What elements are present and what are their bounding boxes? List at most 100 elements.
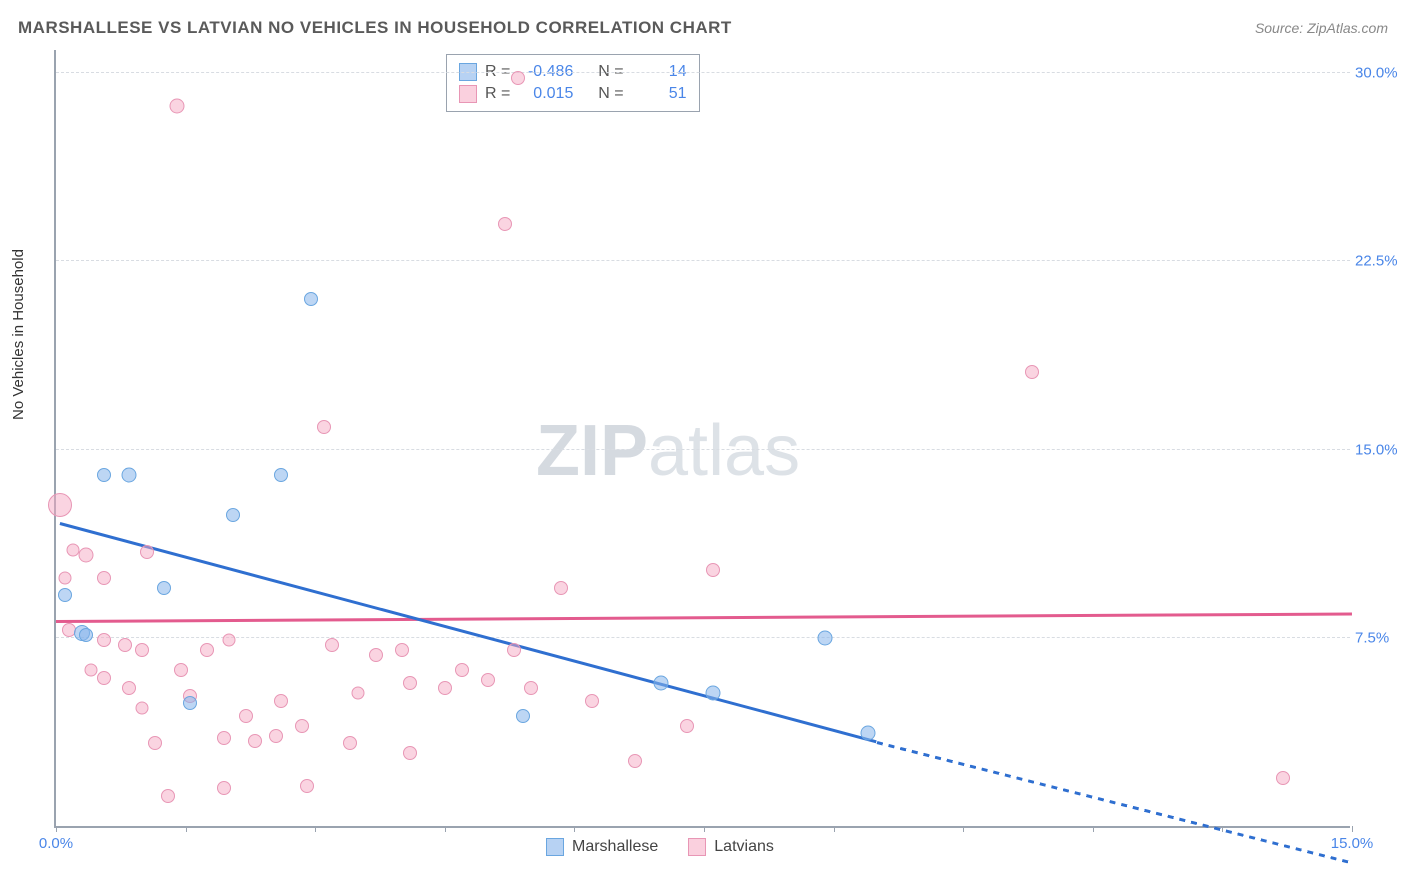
scatter-point-latvians xyxy=(222,634,235,647)
legend-label-marshallese: Marshallese xyxy=(572,838,658,856)
trendline-latvians xyxy=(56,613,1352,623)
scatter-point-latvians xyxy=(369,648,383,662)
gridline-h xyxy=(56,260,1350,261)
scatter-point-latvians xyxy=(48,493,72,517)
scatter-point-latvians xyxy=(135,643,149,657)
ytick-label: 15.0% xyxy=(1355,441,1406,458)
scatter-point-latvians xyxy=(1276,771,1290,785)
scatter-point-latvians xyxy=(58,571,71,584)
xtick-mark xyxy=(574,826,575,832)
r-label-2: R = xyxy=(485,85,510,103)
scatter-point-latvians xyxy=(122,681,136,695)
y-axis-label: No Vehicles in Household xyxy=(10,249,27,420)
xtick-label: 15.0% xyxy=(1331,835,1374,852)
scatter-point-latvians xyxy=(84,664,97,677)
scatter-point-latvians xyxy=(554,581,568,595)
xtick-mark xyxy=(445,826,446,832)
legend-item-marshallese: Marshallese xyxy=(546,838,658,856)
legend-row-latvians: R = 0.015 N = 51 xyxy=(459,83,687,105)
scatter-point-latvians xyxy=(217,731,231,745)
scatter-point-marshallese xyxy=(274,468,288,482)
scatter-point-latvians xyxy=(481,673,495,687)
scatter-point-marshallese xyxy=(653,675,668,690)
gridline-h xyxy=(56,449,1350,450)
xtick-mark xyxy=(56,826,57,832)
scatter-point-marshallese xyxy=(79,628,93,642)
watermark: ZIPatlas xyxy=(536,410,800,492)
scatter-point-marshallese xyxy=(226,508,240,522)
scatter-point-latvians xyxy=(97,633,111,647)
xtick-mark xyxy=(1093,826,1094,832)
scatter-point-latvians xyxy=(300,779,314,793)
scatter-point-latvians xyxy=(161,789,175,803)
legend-label-latvians: Latvians xyxy=(714,838,774,856)
scatter-point-latvians xyxy=(317,420,331,434)
xtick-label: 0.0% xyxy=(39,835,73,852)
scatter-point-latvians xyxy=(498,217,512,231)
scatter-point-latvians xyxy=(97,671,111,685)
watermark-light: atlas xyxy=(648,411,800,491)
xtick-mark xyxy=(1352,826,1353,832)
scatter-point-latvians xyxy=(585,694,599,708)
scatter-point-latvians xyxy=(174,663,188,677)
scatter-point-latvians xyxy=(706,563,720,577)
scatter-point-marshallese xyxy=(122,467,137,482)
xtick-mark xyxy=(834,826,835,832)
chart-header: MARSHALLESE VS LATVIAN NO VEHICLES IN HO… xyxy=(18,18,1388,38)
r-value-latvians: 0.015 xyxy=(518,85,573,103)
scatter-point-marshallese xyxy=(817,630,832,645)
scatter-point-latvians xyxy=(200,643,214,657)
scatter-point-latvians xyxy=(438,681,452,695)
scatter-point-latvians xyxy=(352,687,365,700)
scatter-point-latvians xyxy=(343,736,357,750)
scatter-point-marshallese xyxy=(157,581,171,595)
scatter-point-latvians xyxy=(1025,365,1039,379)
scatter-point-latvians xyxy=(395,643,409,657)
ytick-label: 7.5% xyxy=(1355,629,1406,646)
trendline-marshallese-solid xyxy=(60,522,877,743)
scatter-point-latvians xyxy=(217,781,231,795)
scatter-point-latvians xyxy=(524,681,538,695)
scatter-point-latvians xyxy=(511,71,525,85)
scatter-point-latvians xyxy=(136,702,149,715)
scatter-point-marshallese xyxy=(705,686,720,701)
correlation-legend: R = -0.486 N = 14 R = 0.015 N = 51 xyxy=(446,54,700,112)
gridline-h xyxy=(56,72,1350,73)
swatch-blue-icon xyxy=(546,838,564,856)
swatch-pink-icon xyxy=(459,85,477,103)
legend-item-latvians: Latvians xyxy=(688,838,774,856)
scatter-point-latvians xyxy=(169,98,184,113)
scatter-point-latvians xyxy=(239,709,253,723)
swatch-pink-icon xyxy=(688,838,706,856)
scatter-point-marshallese xyxy=(97,468,111,482)
watermark-bold: ZIP xyxy=(536,411,648,491)
n-label-2: N = xyxy=(598,85,623,103)
scatter-point-latvians xyxy=(680,719,694,733)
series-legend: Marshallese Latvians xyxy=(546,838,774,856)
plot-area: ZIPatlas R = -0.486 N = 14 R = 0.015 N =… xyxy=(54,50,1350,828)
scatter-point-latvians xyxy=(118,638,132,652)
scatter-point-latvians xyxy=(140,545,154,559)
scatter-point-latvians xyxy=(403,746,417,760)
scatter-point-latvians xyxy=(79,547,94,562)
scatter-point-latvians xyxy=(455,663,469,677)
scatter-point-latvians xyxy=(403,676,417,690)
xtick-mark xyxy=(186,826,187,832)
scatter-point-latvians xyxy=(325,638,339,652)
chart-title: MARSHALLESE VS LATVIAN NO VEHICLES IN HO… xyxy=(18,18,732,38)
scatter-point-marshallese xyxy=(304,292,318,306)
scatter-point-latvians xyxy=(269,729,283,743)
xtick-mark xyxy=(963,826,964,832)
ytick-label: 22.5% xyxy=(1355,253,1406,270)
scatter-point-latvians xyxy=(274,694,288,708)
scatter-point-latvians xyxy=(248,734,262,748)
ytick-label: 30.0% xyxy=(1355,65,1406,82)
trendline-marshallese-dashed xyxy=(876,741,1352,864)
scatter-point-marshallese xyxy=(58,588,72,602)
scatter-point-marshallese xyxy=(861,726,876,741)
scatter-point-marshallese xyxy=(516,709,530,723)
scatter-point-latvians xyxy=(295,719,309,733)
scatter-point-latvians xyxy=(148,736,162,750)
scatter-point-latvians xyxy=(628,754,642,768)
xtick-mark xyxy=(315,826,316,832)
